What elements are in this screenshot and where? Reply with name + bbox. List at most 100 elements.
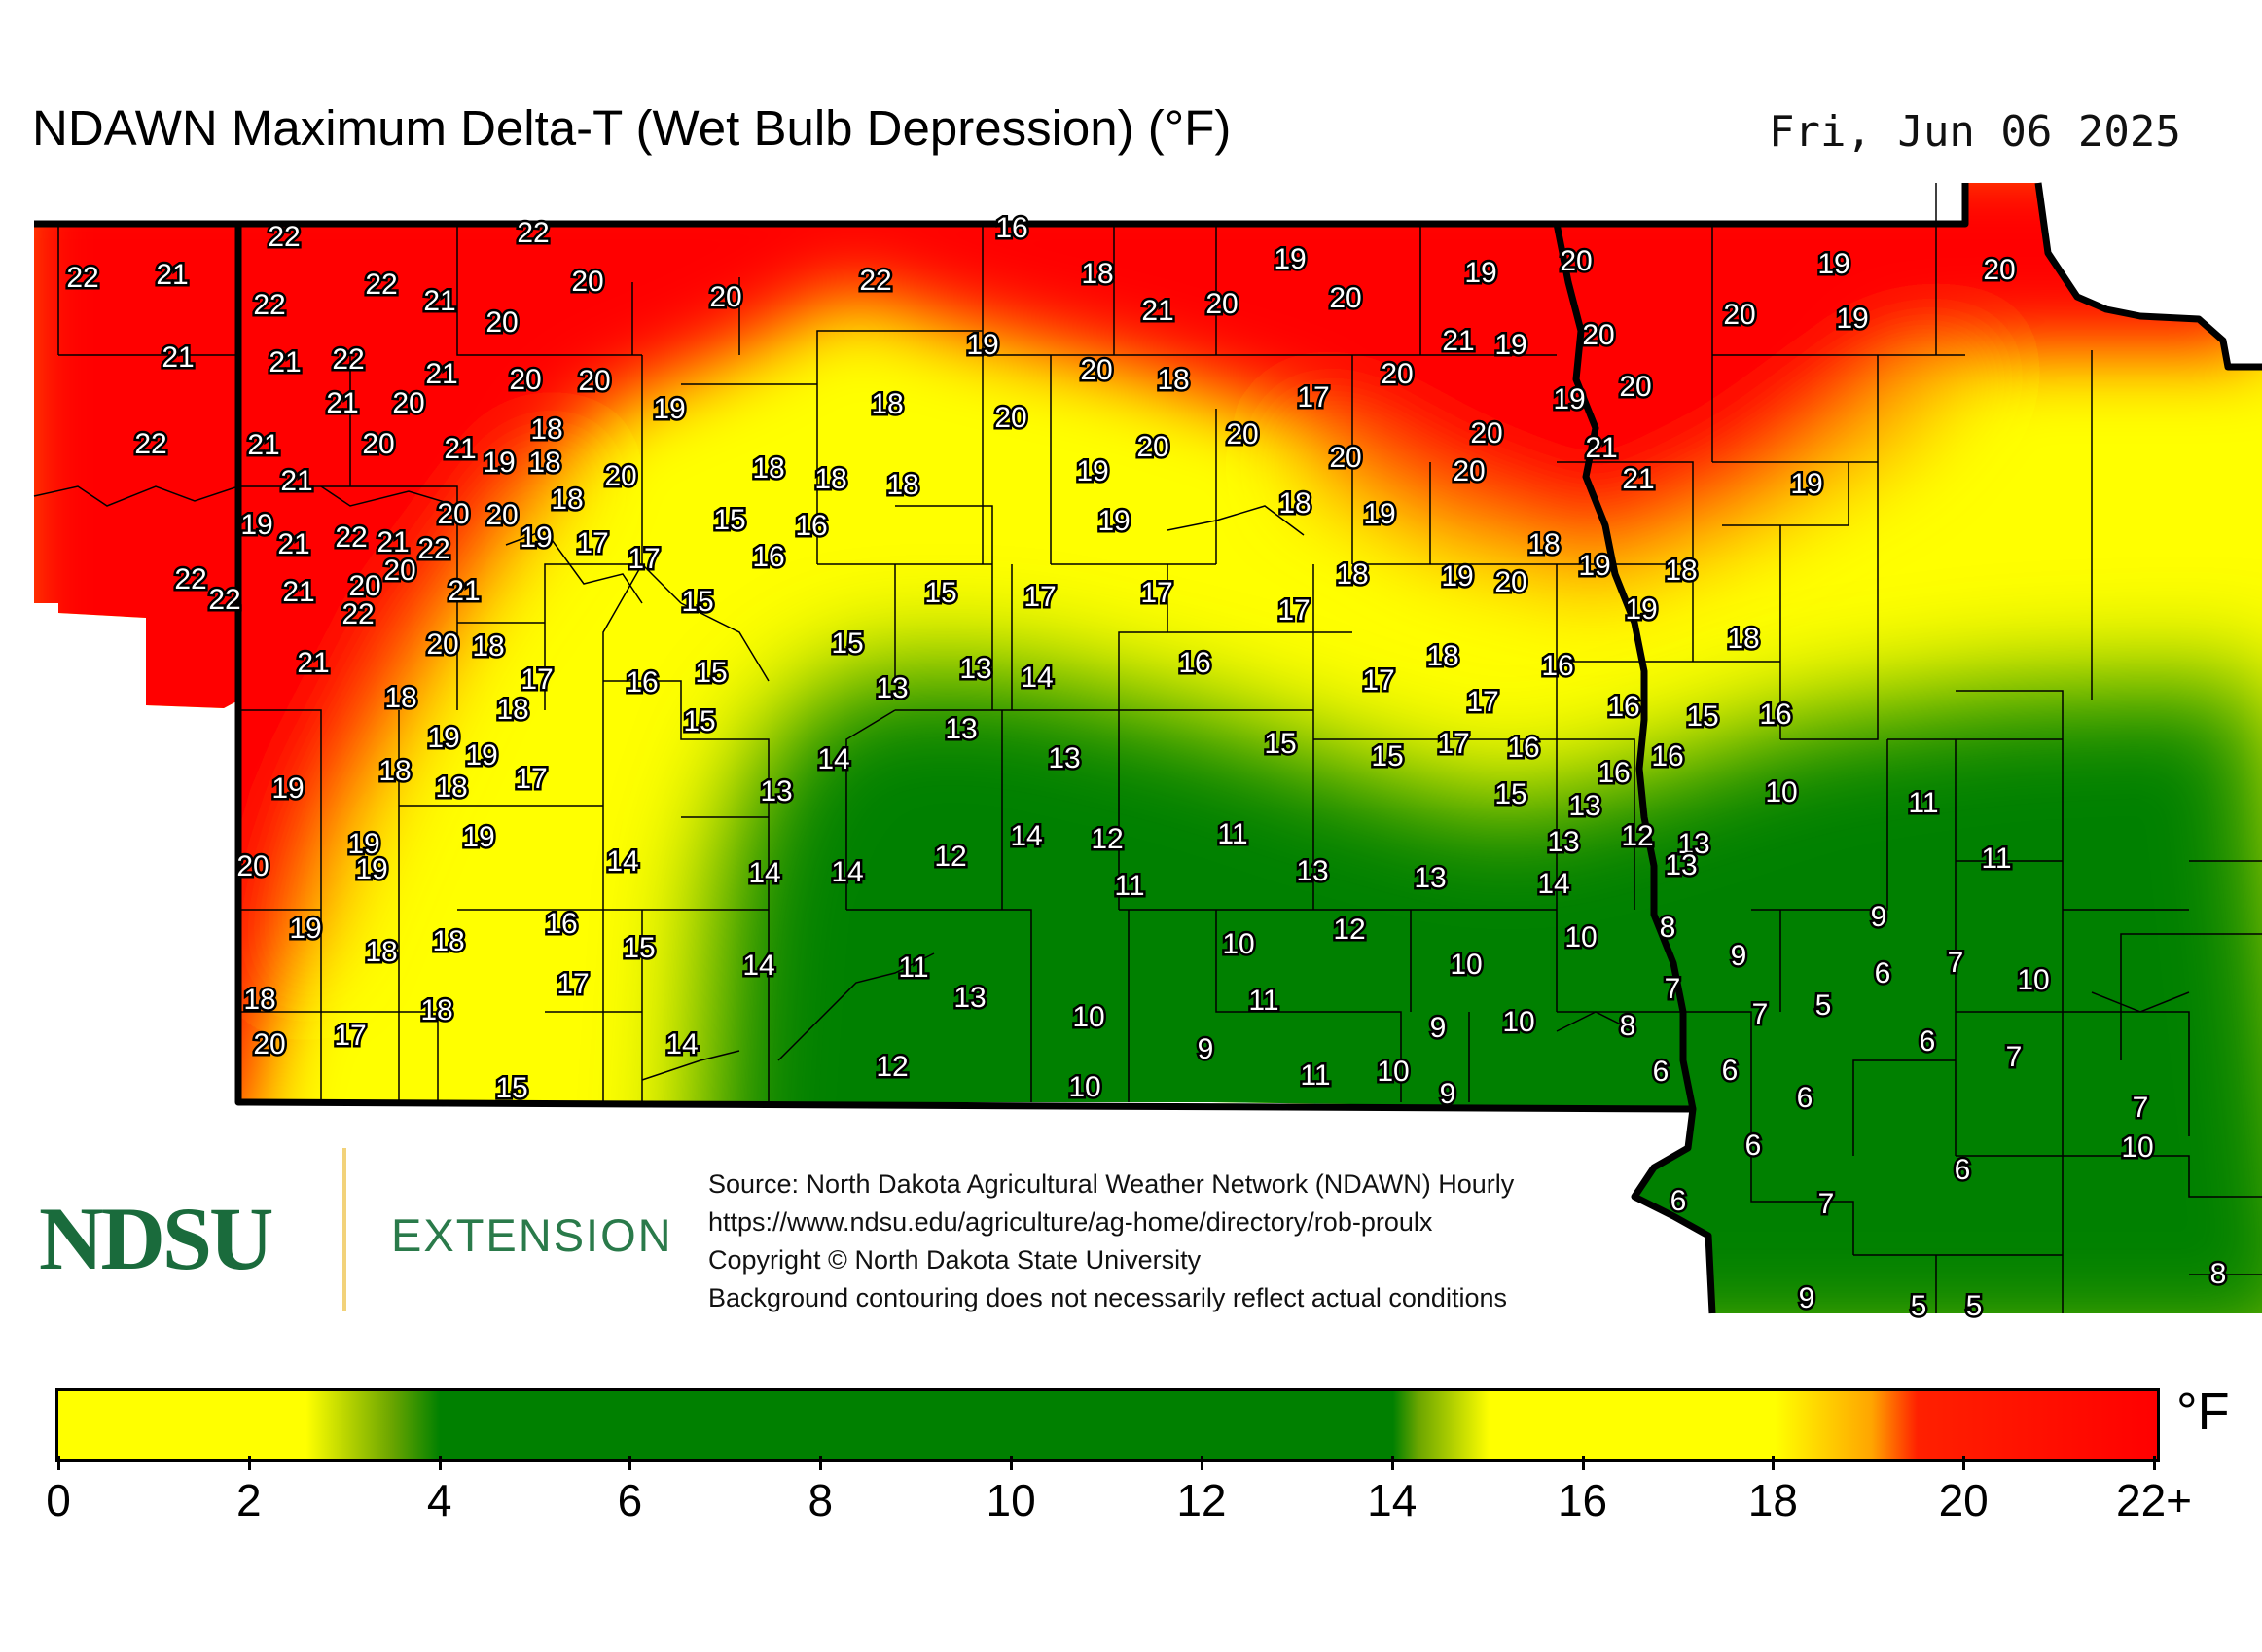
station-value: 11 bbox=[1114, 870, 1144, 902]
station-value: 9 bbox=[1440, 1078, 1456, 1110]
station-value: 16 bbox=[1541, 650, 1573, 682]
station-value: 20 bbox=[1494, 566, 1526, 598]
station-value: 19 bbox=[427, 722, 459, 754]
station-value: 22 bbox=[332, 343, 364, 376]
station-value: 16 bbox=[752, 541, 784, 573]
station-value: 12 bbox=[1621, 820, 1653, 852]
station-value: 20 bbox=[253, 1028, 285, 1060]
station-value: 11 bbox=[1981, 843, 2011, 875]
station-value: 19 bbox=[1817, 248, 1849, 280]
station-value: 11 bbox=[1908, 787, 1938, 819]
station-value: 6 bbox=[1670, 1185, 1687, 1217]
station-value: 12 bbox=[876, 1051, 908, 1083]
station-value: 18 bbox=[1665, 555, 1697, 587]
station-value: 19 bbox=[1076, 455, 1108, 487]
station-value: 19 bbox=[1836, 303, 1868, 335]
station-value: 8 bbox=[1660, 912, 1676, 944]
station-value: 18 bbox=[1527, 528, 1560, 560]
station-value: 11 bbox=[1217, 818, 1247, 850]
station-value: 21 bbox=[156, 259, 188, 291]
station-value: 15 bbox=[924, 577, 956, 609]
station-value: 18 bbox=[420, 994, 452, 1026]
station-value: 16 bbox=[626, 666, 658, 699]
station-value: 19 bbox=[1553, 383, 1585, 415]
station-value: 20 bbox=[236, 850, 269, 882]
station-value: 20 bbox=[485, 499, 518, 531]
station-value: 13 bbox=[945, 713, 977, 745]
station-value: 17 bbox=[1362, 664, 1394, 697]
station-value: 20 bbox=[578, 365, 610, 397]
station-value: 7 bbox=[1818, 1188, 1835, 1220]
station-value: 21 bbox=[1442, 325, 1474, 357]
station-value: 21 bbox=[280, 465, 312, 497]
station-value: 18 bbox=[1727, 623, 1759, 655]
station-value: 20 bbox=[1453, 455, 1485, 487]
station-value: 10 bbox=[1072, 1001, 1104, 1033]
station-value: 17 bbox=[1437, 728, 1469, 760]
station-value: 15 bbox=[623, 932, 655, 964]
station-value: 15 bbox=[1686, 700, 1718, 733]
station-value: 5 bbox=[1966, 1290, 1983, 1322]
station-value: 19 bbox=[520, 521, 552, 554]
station-value: 19 bbox=[483, 447, 515, 479]
station-value: 20 bbox=[348, 570, 380, 602]
station-value: 19 bbox=[1464, 257, 1496, 289]
station-value: 20 bbox=[426, 628, 458, 661]
station-value: 21 bbox=[444, 433, 476, 465]
legend-tick-mark bbox=[57, 1456, 60, 1470]
station-value: 9 bbox=[1731, 940, 1747, 972]
station-value: 14 bbox=[831, 856, 863, 888]
station-value: 17 bbox=[1140, 577, 1172, 609]
station-value: 13 bbox=[1665, 849, 1697, 881]
station-value: 14 bbox=[1010, 820, 1042, 852]
disclaimer-line: Background contouring does not necessari… bbox=[708, 1283, 1507, 1312]
logo-divider bbox=[342, 1148, 346, 1311]
station-value: 18 bbox=[551, 484, 583, 516]
map-date: Fri, Jun 06 2025 bbox=[1769, 107, 2181, 157]
station-value: 16 bbox=[1598, 757, 1630, 789]
station-value: 15 bbox=[1264, 728, 1296, 760]
source-url[interactable]: https://www.ndsu.edu/agriculture/ag-home… bbox=[708, 1207, 1433, 1237]
station-value: 18 bbox=[528, 447, 560, 479]
station-value: 18 bbox=[435, 772, 467, 804]
station-value: 13 bbox=[1414, 862, 1446, 894]
copyright-line: Copyright © North Dakota State Universit… bbox=[708, 1245, 1202, 1275]
legend-tick-mark bbox=[1772, 1456, 1776, 1470]
station-value: 19 bbox=[462, 821, 494, 853]
legend-tick-mark bbox=[1390, 1456, 1394, 1470]
station-value: 16 bbox=[1507, 732, 1539, 764]
station-value: 18 bbox=[886, 469, 918, 501]
station-value: 6 bbox=[1653, 1056, 1670, 1088]
station-value: 20 bbox=[383, 555, 415, 587]
legend-tick-mark bbox=[819, 1456, 823, 1470]
station-value: 22 bbox=[341, 598, 374, 630]
legend-tick-label: 14 bbox=[1367, 1475, 1418, 1526]
station-value: 14 bbox=[742, 950, 774, 982]
county-boundaries bbox=[33, 183, 2262, 1313]
station-value: 6 bbox=[1955, 1154, 1971, 1186]
station-value: 20 bbox=[362, 428, 394, 460]
station-value: 6 bbox=[1797, 1082, 1813, 1114]
legend-tick-label: 12 bbox=[1176, 1475, 1227, 1526]
station-value: 9 bbox=[1198, 1033, 1214, 1065]
station-value: 18 bbox=[752, 452, 784, 485]
station-value: 5 bbox=[1815, 989, 1832, 1022]
station-value: 19 bbox=[653, 393, 685, 425]
station-value: 15 bbox=[713, 504, 745, 536]
legend-tick-label: 22+ bbox=[2115, 1475, 2193, 1526]
station-value: 18 bbox=[384, 682, 416, 714]
station-value: 18 bbox=[1336, 558, 1368, 591]
station-value: 16 bbox=[1178, 647, 1210, 679]
station-value: 7 bbox=[2133, 1092, 2149, 1124]
station-value: 21 bbox=[247, 429, 279, 461]
station-value: 14 bbox=[748, 857, 780, 889]
station-value: 21 bbox=[1585, 432, 1617, 464]
legend-tick-label: 0 bbox=[46, 1475, 71, 1526]
station-value: 20 bbox=[1470, 417, 1502, 449]
station-value: 20 bbox=[392, 387, 424, 419]
station-value: 21 bbox=[282, 576, 314, 608]
station-value: 12 bbox=[934, 841, 966, 873]
legend-tick-mark bbox=[247, 1456, 251, 1470]
station-value: 22 bbox=[417, 533, 449, 565]
station-value: 20 bbox=[1329, 442, 1361, 474]
